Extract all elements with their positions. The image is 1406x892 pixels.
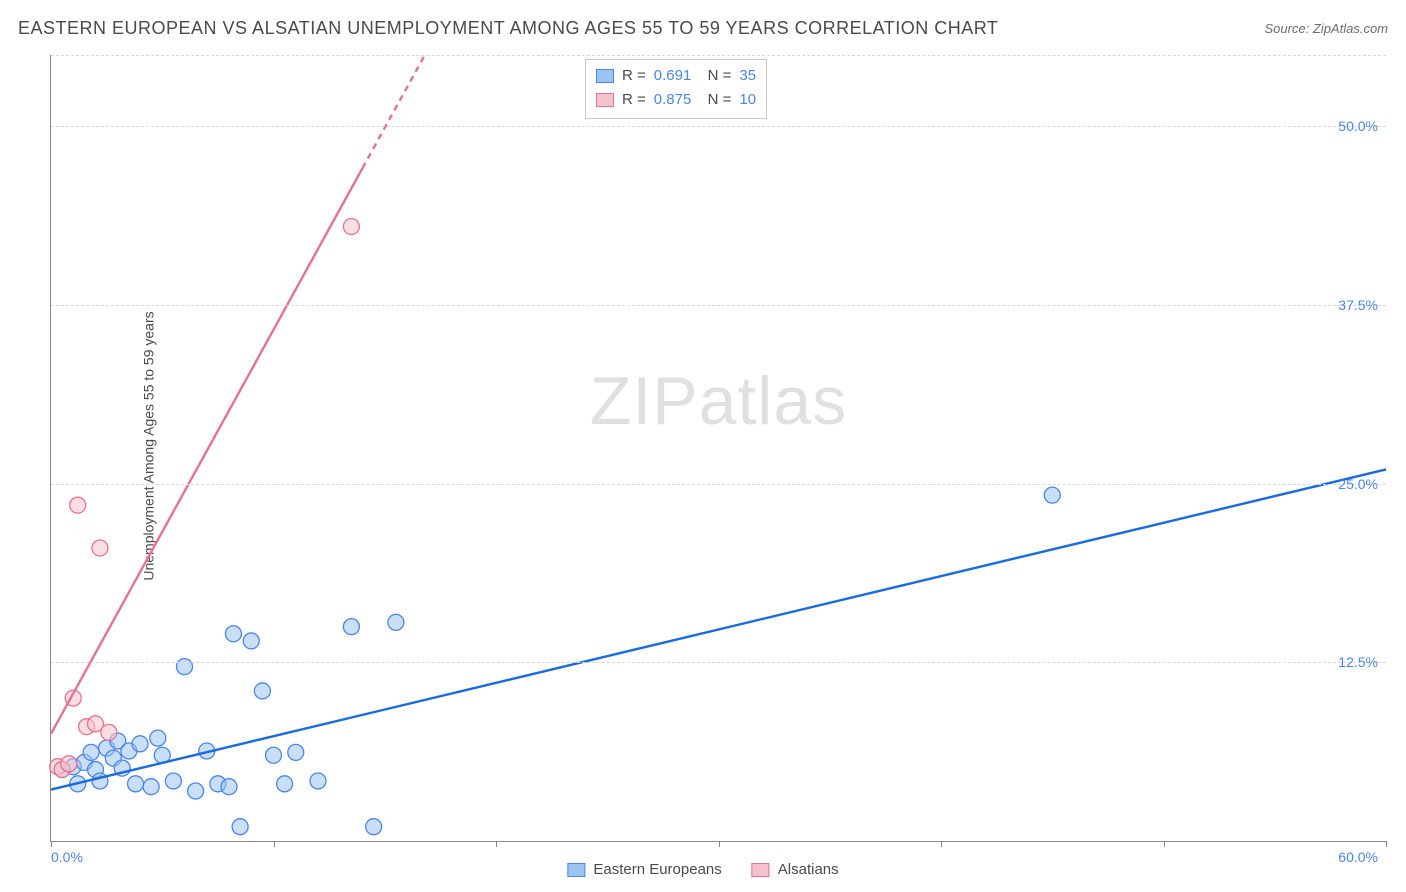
- x-tick-label: 0.0%: [51, 849, 83, 865]
- stat-n-value: 35: [739, 64, 756, 88]
- data-point: [128, 776, 144, 792]
- x-tick: [1164, 841, 1165, 847]
- gridline: [51, 305, 1386, 306]
- series-legend: Eastern Europeans Alsatians: [567, 861, 838, 878]
- y-tick-label: 25.0%: [1338, 476, 1378, 492]
- regression-line-dashed: [363, 55, 425, 168]
- x-tick: [51, 841, 52, 847]
- data-point: [221, 779, 237, 795]
- data-point: [343, 619, 359, 635]
- y-tick-label: 12.5%: [1338, 654, 1378, 670]
- data-point: [343, 218, 359, 234]
- legend-swatch: [567, 863, 585, 877]
- plot-area: ZIPatlas R = 0.691 N = 35R = 0.875 N = 1…: [50, 55, 1386, 842]
- regression-line: [51, 168, 363, 734]
- chart-title: EASTERN EUROPEAN VS ALSATIAN UNEMPLOYMEN…: [18, 18, 998, 39]
- legend-swatch: [596, 69, 614, 83]
- stat-r-label: R =: [622, 64, 646, 88]
- data-point: [150, 730, 166, 746]
- data-point: [165, 773, 181, 789]
- data-point: [61, 756, 77, 772]
- stats-row: R = 0.691 N = 35: [596, 64, 756, 88]
- legend-item: Eastern Europeans: [567, 861, 721, 878]
- legend-item: Alsatians: [752, 861, 839, 878]
- data-point: [92, 540, 108, 556]
- x-tick: [719, 841, 720, 847]
- data-point: [243, 633, 259, 649]
- regression-line: [51, 469, 1386, 789]
- stat-n-value: 10: [739, 88, 756, 112]
- data-point: [1044, 487, 1060, 503]
- x-tick: [941, 841, 942, 847]
- data-point: [288, 744, 304, 760]
- correlation-chart: EASTERN EUROPEAN VS ALSATIAN UNEMPLOYMEN…: [0, 0, 1406, 892]
- stats-legend: R = 0.691 N = 35R = 0.875 N = 10: [585, 59, 767, 119]
- data-point: [254, 683, 270, 699]
- data-point: [132, 736, 148, 752]
- x-tick: [274, 841, 275, 847]
- data-point: [70, 497, 86, 513]
- data-point: [310, 773, 326, 789]
- data-point: [143, 779, 159, 795]
- data-point: [277, 776, 293, 792]
- data-point: [266, 747, 282, 763]
- x-tick: [1386, 841, 1387, 847]
- chart-svg: [51, 55, 1386, 841]
- legend-swatch: [752, 863, 770, 877]
- stat-r-value: 0.691: [654, 64, 692, 88]
- source-label: Source: ZipAtlas.com: [1264, 21, 1388, 36]
- data-point: [388, 614, 404, 630]
- stats-row: R = 0.875 N = 10: [596, 88, 756, 112]
- data-point: [188, 783, 204, 799]
- x-tick-label: 60.0%: [1338, 849, 1378, 865]
- legend-swatch: [596, 93, 614, 107]
- legend-label: Alsatians: [778, 861, 839, 878]
- legend-label: Eastern Europeans: [593, 861, 721, 878]
- data-point: [232, 819, 248, 835]
- title-bar: EASTERN EUROPEAN VS ALSATIAN UNEMPLOYMEN…: [18, 18, 1388, 39]
- y-tick-label: 37.5%: [1338, 297, 1378, 313]
- data-point: [225, 626, 241, 642]
- x-tick: [496, 841, 497, 847]
- data-point: [177, 659, 193, 675]
- y-tick-label: 50.0%: [1338, 118, 1378, 134]
- gridline: [51, 126, 1386, 127]
- gridline: [51, 55, 1386, 56]
- stat-r-label: R =: [622, 88, 646, 112]
- data-point: [366, 819, 382, 835]
- gridline: [51, 484, 1386, 485]
- stat-n-label: N =: [699, 88, 731, 112]
- gridline: [51, 662, 1386, 663]
- data-point: [101, 724, 117, 740]
- stat-n-label: N =: [699, 64, 731, 88]
- stat-r-value: 0.875: [654, 88, 692, 112]
- data-point: [83, 744, 99, 760]
